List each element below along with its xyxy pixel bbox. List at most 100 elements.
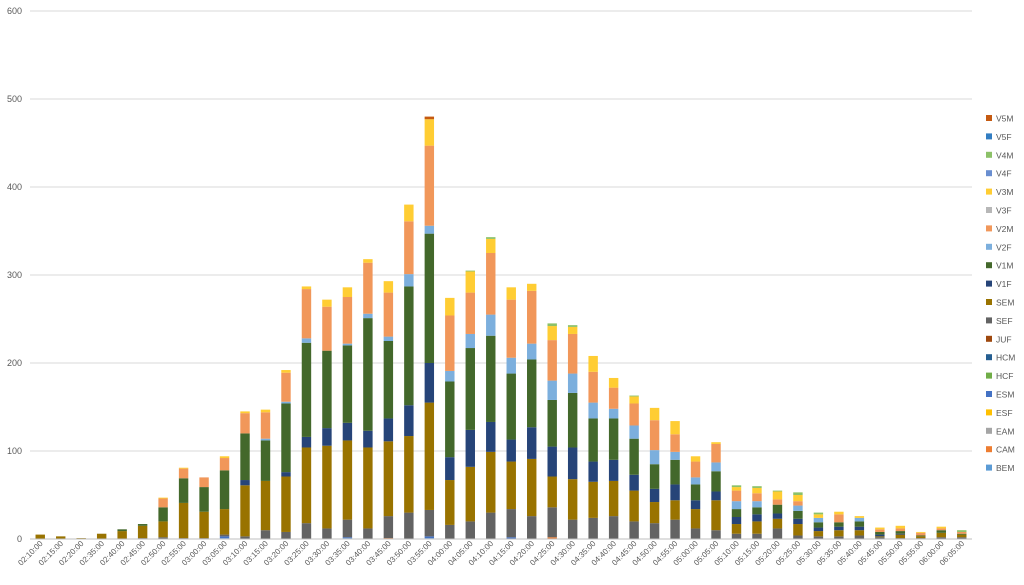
- bar-segment-v1m: [260, 440, 271, 481]
- bar-segment-v1m: [137, 524, 148, 526]
- bar-segment-v1m: [445, 381, 455, 458]
- bar-segment-v2m: [260, 412, 271, 439]
- legend-swatch: [986, 372, 992, 379]
- bar-segment-v2m: [424, 145, 435, 226]
- bar-segment-v1m: [567, 392, 578, 448]
- bar-segment-sem: [240, 485, 250, 537]
- bar-segment-sef: [547, 507, 557, 538]
- bar-segment-v1m: [117, 529, 127, 532]
- bar-segment-v2m: [608, 387, 619, 409]
- bar-segment-v1m: [649, 464, 660, 489]
- bar-segment-v3m: [813, 514, 824, 518]
- bar-segment-v3m: [527, 283, 537, 291]
- bar-segment-sef: [957, 537, 967, 539]
- legend-swatch: [986, 188, 992, 195]
- bar-segment-v3m: [916, 531, 926, 533]
- bar-segment-v3m: [486, 238, 496, 253]
- bar-segment-v3m: [260, 409, 271, 413]
- bar-segment-v4m: [752, 486, 762, 488]
- bar-segment-sef: [813, 536, 824, 539]
- legend-label: ESF: [996, 408, 1013, 418]
- bar-segment-v1m: [301, 342, 312, 437]
- bar-segment-sem: [547, 476, 557, 508]
- bar-segment-v4m: [957, 530, 967, 532]
- bar-segment-sef: [772, 528, 783, 539]
- bar-segment-v1m: [957, 533, 967, 535]
- bar-segment-v2f: [711, 462, 721, 472]
- y-tick-label: 500: [7, 94, 22, 104]
- bar-segment-v1f: [813, 527, 824, 532]
- bar-segment-sem: [936, 532, 946, 538]
- bar-segment-sef: [690, 528, 701, 539]
- bar-segment-v2f: [465, 333, 475, 349]
- legend-swatch: [986, 151, 992, 158]
- bar-segment-v1f: [424, 363, 435, 403]
- bar-segment-v2f: [506, 357, 516, 374]
- bar-segment-sef: [936, 537, 946, 539]
- bar-segment-sem: [445, 480, 455, 525]
- bar-segment-sem: [895, 534, 906, 539]
- bar-segment-v2m: [731, 490, 742, 502]
- bar-segment-v2m: [875, 529, 885, 532]
- bar-segment-v3m: [895, 525, 906, 529]
- legend-swatch: [986, 133, 992, 140]
- bar-segment-sem: [56, 536, 66, 539]
- legend-label: V1M: [996, 261, 1013, 271]
- bar-segment-v1m: [486, 335, 496, 422]
- bar-segment-sem: [424, 402, 435, 510]
- bar-segment-v1m: [752, 507, 762, 515]
- bar-segment-sef: [404, 512, 414, 539]
- bar-segment-sef: [445, 524, 455, 539]
- y-tick-label: 400: [7, 182, 22, 192]
- bar-segment-sem: [404, 436, 414, 513]
- bar-segment-v1m: [854, 521, 865, 527]
- legend-label: V1F: [996, 279, 1012, 289]
- bar-segment-sef: [588, 517, 598, 539]
- bar-segment-v3m: [363, 259, 373, 263]
- bar-segment-v1f: [731, 517, 742, 525]
- bar-segment-v1f: [342, 422, 353, 441]
- bar-segment-v2f: [486, 314, 496, 336]
- bar-segment-sef: [158, 537, 168, 539]
- bar-segment-v3m: [547, 326, 557, 341]
- bar-segment-v1m: [547, 399, 557, 447]
- legend-label: V3M: [996, 187, 1013, 197]
- bar-segment-v2f: [527, 343, 537, 360]
- bar-segment-sef: [486, 512, 496, 539]
- bar-segment-sef: [649, 523, 660, 539]
- bar-segment-v2f: [854, 517, 865, 522]
- bar-segment-v2m: [342, 297, 353, 344]
- bar-segment-v2f: [588, 402, 598, 419]
- bar-segment-v3m: [588, 355, 598, 372]
- legend-label: SEF: [996, 316, 1013, 326]
- bar-segment-v2m: [772, 499, 783, 505]
- bar-segment-v2m: [199, 477, 209, 488]
- bar-segment-v3m: [608, 377, 619, 388]
- bar-segment-v1f: [281, 472, 291, 477]
- bar-segment-v1f: [834, 526, 844, 531]
- bar-segment-v5m: [424, 116, 435, 120]
- bar-segment-v2f: [301, 338, 312, 343]
- bar-segment-v1f: [895, 533, 906, 535]
- bar-segment-v2m: [281, 372, 291, 402]
- bar-segment-sem: [608, 480, 619, 517]
- bar-segment-v1f: [711, 491, 721, 501]
- bar-segment-v2m: [957, 531, 967, 534]
- bar-segment-sef: [608, 516, 619, 539]
- bar-segment-v3m: [629, 396, 639, 404]
- bar-segment-v1m: [711, 471, 721, 492]
- bar-segment-sem: [957, 534, 967, 538]
- bar-segment-sem: [363, 447, 373, 529]
- bar-segment-v1f: [752, 514, 762, 522]
- bar-segment-v2m: [649, 420, 660, 451]
- bar-segment-sem: [916, 536, 926, 539]
- bar-segment-v1m: [834, 522, 844, 527]
- bar-segment-v4m: [486, 237, 496, 239]
- bar-segment-v1f: [547, 446, 557, 477]
- bar-segment-v3m: [424, 119, 435, 146]
- legend-label: V4F: [996, 169, 1012, 179]
- bar-segment-sem: [690, 509, 701, 529]
- bar-segment-v1f: [854, 526, 865, 531]
- bar-segment-sef: [854, 535, 865, 539]
- bar-segment-sem: [670, 500, 680, 520]
